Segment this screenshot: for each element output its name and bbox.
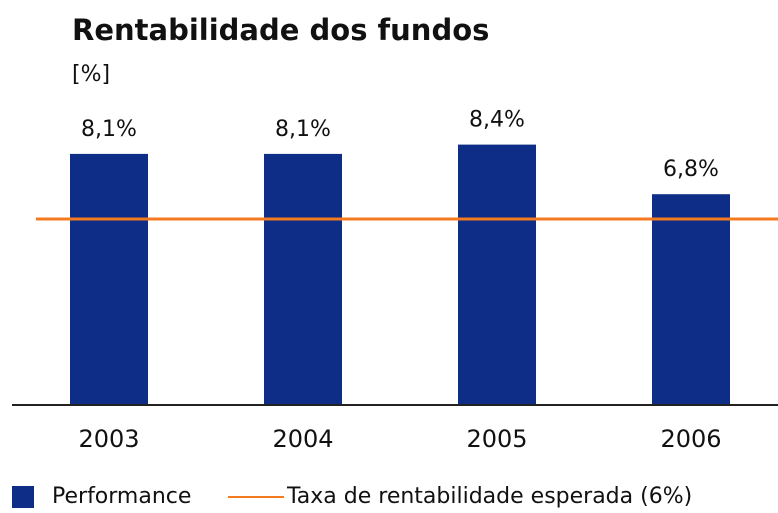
data-label: 8,1% [81,117,137,142]
bar [70,153,148,405]
legend-label: Performance [52,484,191,509]
chart-title: Rentabilidade dos fundos [72,13,489,47]
chart-subtitle: [%] [72,62,110,87]
x-tick-label: 2003 [78,425,139,453]
data-label: 6,8% [663,157,719,182]
data-label: 8,1% [275,117,331,142]
x-tick-label: 2005 [466,425,527,453]
bar [264,153,342,405]
x-tick-label: 2004 [272,425,333,453]
x-tick-label: 2006 [660,425,721,453]
legend-label: Taxa de rentabilidade esperada (6%) [286,484,692,509]
bar [652,194,730,405]
data-label: 8,4% [469,108,525,133]
legend-swatch [12,486,34,508]
bar [458,144,536,405]
